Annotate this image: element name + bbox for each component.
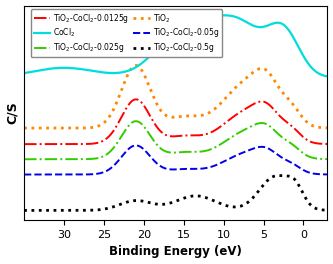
- TiO$_2$-CoCl$_2$-0.025g: [152, 139, 156, 142]
- TiO$_2$-CoCl$_2$-0.05g: [22, 173, 26, 176]
- CoCl$_2$: [57, 66, 61, 69]
- TiO$_2$-CoCl$_2$-0.0125g: [139, 100, 143, 103]
- TiO$_2$: [325, 126, 329, 129]
- TiO$_2$-CoCl$_2$-0.05g: [320, 173, 324, 176]
- TiO$_2$-CoCl$_2$-0.0125g: [134, 98, 138, 101]
- TiO$_2$-CoCl$_2$-0.5g: [287, 175, 291, 178]
- TiO$_2$-CoCl$_2$-0.05g: [139, 145, 143, 148]
- CoCl$_2$: [222, 14, 226, 17]
- TiO$_2$: [22, 126, 26, 130]
- TiO$_2$-CoCl$_2$-0.025g: [287, 140, 291, 143]
- X-axis label: Binding Energy (eV): Binding Energy (eV): [109, 246, 242, 258]
- CoCl$_2$: [287, 29, 291, 32]
- Line: TiO$_2$-CoCl$_2$-0.05g: TiO$_2$-CoCl$_2$-0.05g: [24, 145, 327, 175]
- TiO$_2$-CoCl$_2$-0.5g: [22, 209, 26, 212]
- TiO$_2$-CoCl$_2$-0.0125g: [152, 121, 156, 124]
- TiO$_2$-CoCl$_2$-0.0125g: [320, 142, 324, 145]
- TiO$_2$-CoCl$_2$-0.025g: [57, 158, 61, 161]
- TiO$_2$-CoCl$_2$-0.0125g: [22, 143, 26, 146]
- TiO$_2$-CoCl$_2$-0.05g: [57, 173, 61, 176]
- TiO$_2$: [134, 64, 138, 67]
- CoCl$_2$: [139, 63, 143, 66]
- Y-axis label: C/S: C/S: [6, 101, 19, 124]
- TiO$_2$-CoCl$_2$-0.025g: [134, 120, 138, 123]
- TiO$_2$: [152, 96, 156, 99]
- Line: TiO$_2$-CoCl$_2$-0.0125g: TiO$_2$-CoCl$_2$-0.0125g: [24, 99, 327, 144]
- TiO$_2$-CoCl$_2$-0.5g: [139, 199, 143, 202]
- TiO$_2$-CoCl$_2$-0.0125g: [57, 143, 61, 146]
- Line: TiO$_2$-CoCl$_2$-0.025g: TiO$_2$-CoCl$_2$-0.025g: [24, 121, 327, 159]
- Line: TiO$_2$-CoCl$_2$-0.5g: TiO$_2$-CoCl$_2$-0.5g: [24, 176, 327, 210]
- TiO$_2$-CoCl$_2$-0.5g: [152, 202, 156, 205]
- CoCl$_2$: [22, 72, 26, 75]
- TiO$_2$-CoCl$_2$-0.025g: [320, 157, 324, 161]
- TiO$_2$: [57, 126, 61, 130]
- TiO$_2$-CoCl$_2$-0.05g: [325, 173, 329, 176]
- TiO$_2$: [75, 126, 79, 130]
- TiO$_2$-CoCl$_2$-0.0125g: [287, 122, 291, 125]
- TiO$_2$-CoCl$_2$-0.025g: [325, 158, 329, 161]
- TiO$_2$-CoCl$_2$-0.05g: [75, 173, 79, 176]
- TiO$_2$: [287, 98, 291, 101]
- Line: TiO$_2$: TiO$_2$: [24, 65, 327, 128]
- TiO$_2$: [139, 67, 143, 70]
- CoCl$_2$: [152, 50, 156, 54]
- TiO$_2$-CoCl$_2$-0.025g: [75, 158, 79, 161]
- TiO$_2$-CoCl$_2$-0.5g: [325, 209, 329, 212]
- TiO$_2$-CoCl$_2$-0.05g: [287, 160, 291, 163]
- TiO$_2$-CoCl$_2$-0.5g: [75, 209, 79, 212]
- CoCl$_2$: [75, 67, 79, 70]
- TiO$_2$-CoCl$_2$-0.025g: [22, 158, 26, 161]
- TiO$_2$-CoCl$_2$-0.05g: [134, 144, 138, 147]
- TiO$_2$: [320, 126, 324, 129]
- TiO$_2$-CoCl$_2$-0.5g: [320, 208, 324, 211]
- CoCl$_2$: [325, 75, 329, 78]
- TiO$_2$-CoCl$_2$-0.025g: [139, 121, 143, 125]
- TiO$_2$-CoCl$_2$-0.5g: [57, 209, 61, 212]
- TiO$_2$-CoCl$_2$-0.05g: [152, 159, 156, 162]
- CoCl$_2$: [320, 73, 324, 76]
- Legend: TiO$_2$-CoCl$_2$-0.0125g, CoCl$_2$, TiO$_2$-CoCl$_2$-0.025g, TiO$_2$, TiO$_2$-Co: TiO$_2$-CoCl$_2$-0.0125g, CoCl$_2$, TiO$…: [31, 10, 222, 57]
- TiO$_2$-CoCl$_2$-0.0125g: [75, 143, 79, 146]
- TiO$_2$-CoCl$_2$-0.0125g: [325, 142, 329, 145]
- Line: CoCl$_2$: CoCl$_2$: [24, 15, 327, 77]
- TiO$_2$-CoCl$_2$-0.5g: [277, 174, 281, 177]
